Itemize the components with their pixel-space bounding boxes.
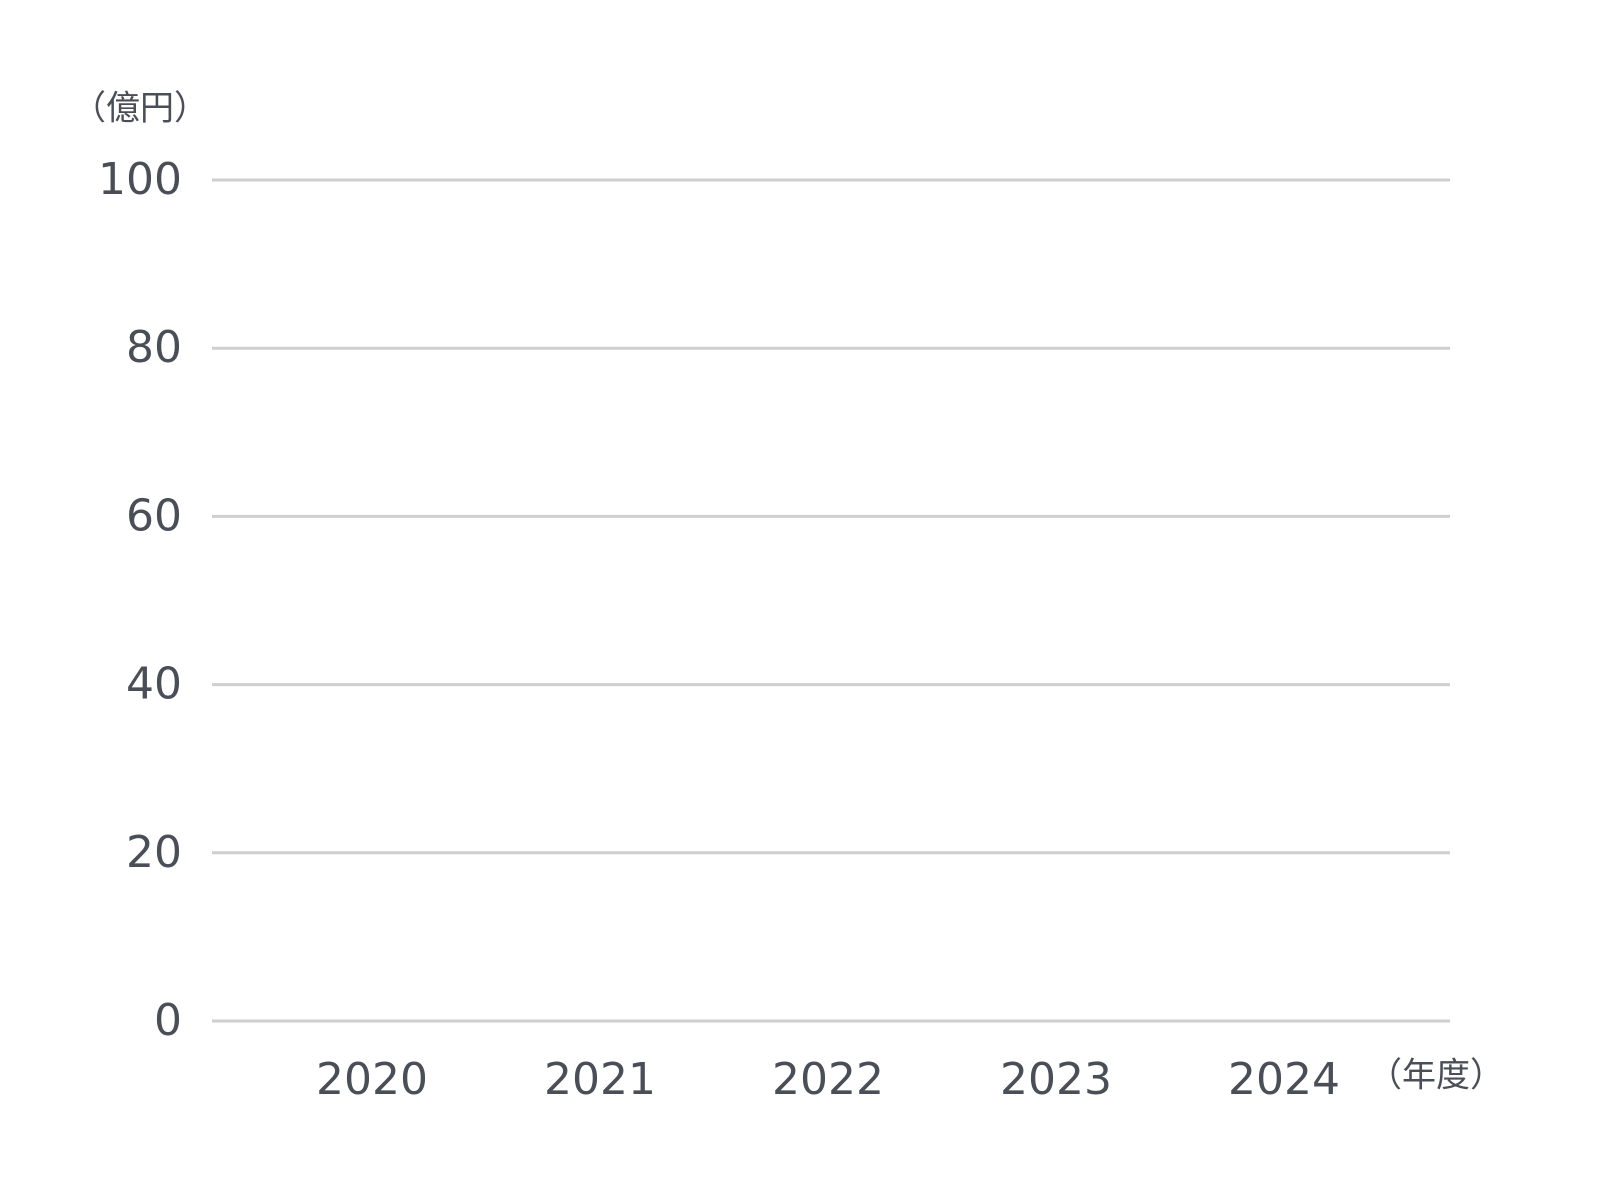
y-tick-label: 100	[98, 154, 182, 205]
x-tick-label: 2020	[316, 1054, 428, 1105]
y-axis-label: （億円）	[72, 89, 208, 129]
y-tick-label: 20	[126, 827, 182, 878]
x-tick-label: 2023	[1000, 1054, 1112, 1105]
x-axis-label: （年度）	[1368, 1056, 1504, 1096]
x-tick-label: 2022	[772, 1054, 884, 1105]
y-tick-label: 80	[126, 322, 182, 373]
y-tick-label: 0	[154, 995, 182, 1046]
y-tick-label: 40	[126, 659, 182, 710]
y-tick-label: 60	[126, 490, 182, 541]
x-tick-label: 2021	[544, 1054, 656, 1105]
x-tick-label: 2024	[1228, 1054, 1340, 1105]
